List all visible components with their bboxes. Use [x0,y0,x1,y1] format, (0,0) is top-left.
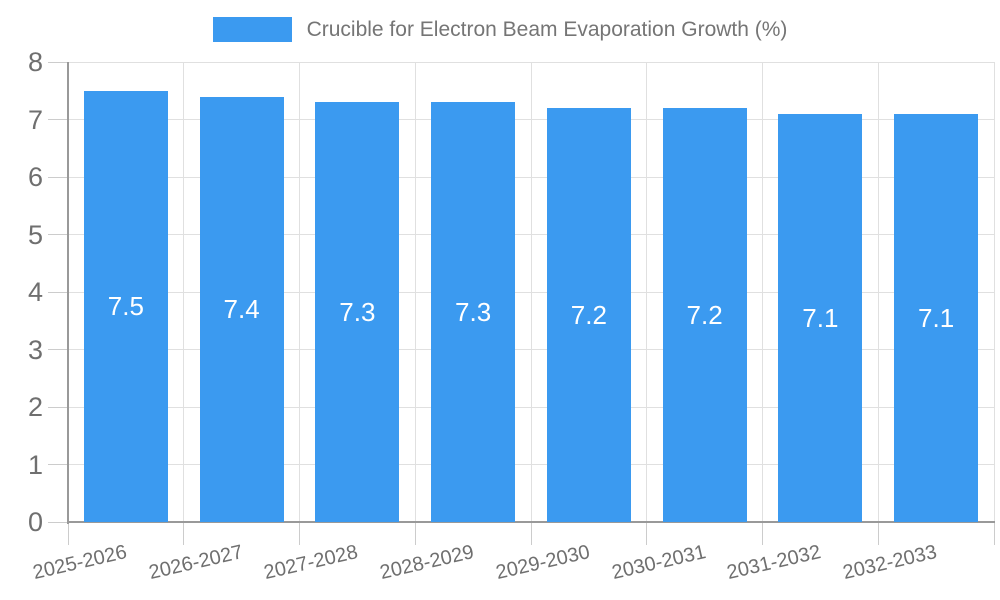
y-axis-tick [48,406,68,408]
bar-value-label: 7.5 [107,291,144,322]
bar[interactable] [83,90,168,522]
legend-title: Crucible for Electron Beam Evaporation G… [306,17,788,41]
y-axis-label: 5 [27,219,43,250]
legend-swatch [212,17,292,42]
y-axis-tick [48,234,68,235]
bar-value-label: 7.3 [339,297,376,328]
bar-value-label: 7.2 [570,300,607,330]
bar[interactable] [894,113,979,522]
x-axis-line [67,521,995,523]
x-axis-tick [67,523,69,545]
bar-value-label: 7.4 [223,294,260,325]
bar-value-label: 7.2 [686,300,723,330]
gridline-vertical [993,62,995,522]
x-axis-tick [414,523,416,545]
x-axis-tick [877,523,879,545]
bar[interactable] [431,102,516,522]
bar-value-label: 7.1 [918,302,955,333]
gridline-vertical [646,62,648,522]
y-axis-label: 2 [27,392,43,422]
x-axis-tick [299,523,300,545]
bar[interactable] [778,113,863,522]
bar-value-label: 7.1 [802,302,839,333]
bar[interactable] [199,96,284,522]
bar[interactable] [662,108,747,522]
bar[interactable] [546,108,631,522]
x-axis-tick [993,523,995,545]
x-axis-tick [762,523,763,545]
y-axis-label: 8 [27,47,43,77]
y-axis-label: 7 [27,104,43,135]
bar-value-label: 7.3 [455,297,492,328]
gridline-vertical [530,62,532,522]
y-axis-label: 6 [27,162,43,192]
bar[interactable] [315,102,400,522]
y-axis-label: 1 [27,449,43,480]
gridline-vertical [762,62,763,522]
y-axis-tick [48,119,68,120]
x-axis-tick [646,523,648,545]
gridline-vertical [414,62,416,522]
y-axis-tick [48,291,68,293]
y-axis-label: 0 [27,507,43,537]
gridline-vertical [299,62,300,522]
x-axis-tick [183,523,185,545]
y-axis-tick [48,464,68,465]
gridline-vertical [183,62,185,522]
gridline-vertical [877,62,879,522]
y-axis-label: 3 [27,334,43,365]
chart-legend: Crucible for Electron Beam Evaporation G… [0,17,1000,42]
y-axis-tick [48,349,68,350]
y-axis-tick [48,521,68,523]
x-axis-tick [530,523,532,545]
y-axis-line [67,62,69,524]
y-axis-tick [48,176,68,178]
y-axis-label: 4 [27,277,43,307]
y-axis-tick [48,61,68,63]
